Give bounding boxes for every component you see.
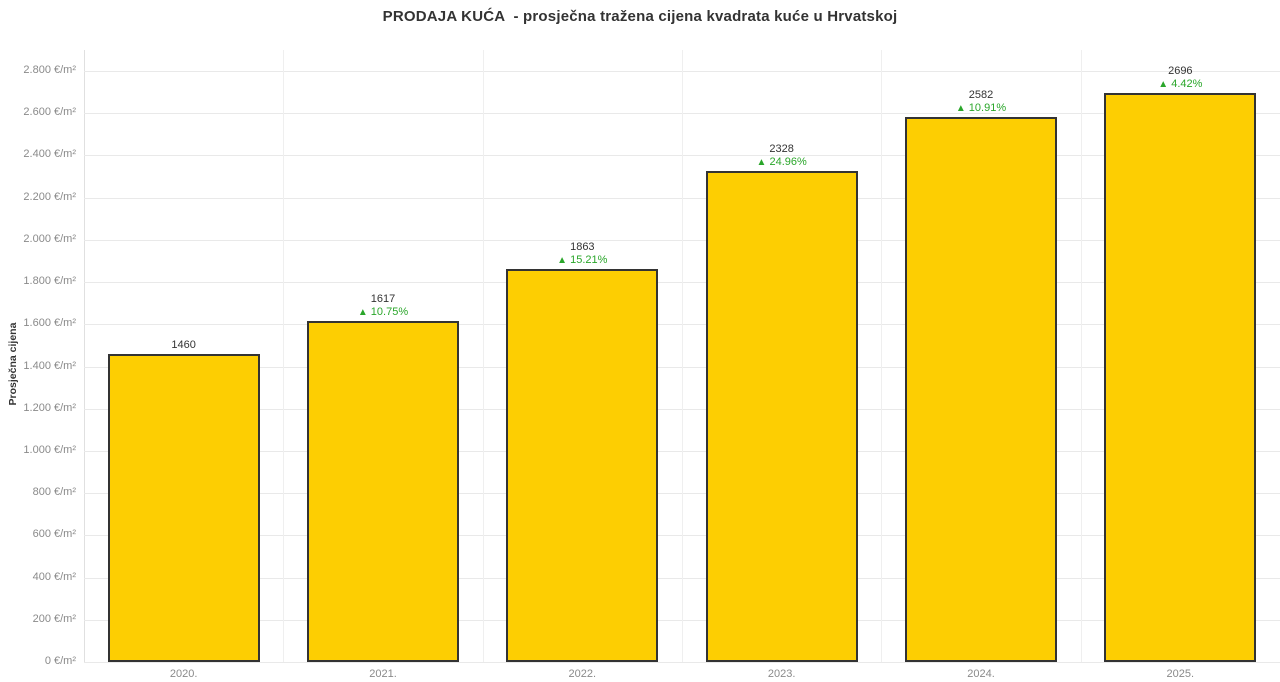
chart-title: PRODAJA KUĆA - prosječna tražena cijena … xyxy=(382,8,898,25)
y-tick-label-2400: 2.400 €/m² xyxy=(23,148,76,161)
up-triangle-icon: ▲ xyxy=(1158,78,1169,90)
x-tick-label-2024: 2024. xyxy=(967,668,995,680)
x-tick-label-2020: 2020. xyxy=(169,668,198,680)
pct-change-label-2022: ▲ 15.21% xyxy=(557,253,608,266)
x-tick-label-2021: 2021. xyxy=(369,668,397,680)
x-tick-label-2025: 2025. xyxy=(1166,668,1195,680)
bar-labels-2021: 1617 ▲ 10.75% xyxy=(283,293,482,319)
band-separator xyxy=(881,50,883,662)
bar-2023[interactable] xyxy=(705,170,858,662)
y-tick-label-1800: 1.800 €/m² xyxy=(23,275,76,288)
y-tick-label-1600: 1.600 €/m² xyxy=(23,317,76,330)
y-tick-label-800: 800 €/m² xyxy=(32,486,76,499)
y-tick-label-0: 0 €/m² xyxy=(44,655,76,667)
bar-labels-2020: 1460 xyxy=(84,339,283,352)
pct-change-label-2023: ▲ 24.96% xyxy=(756,155,807,168)
x-tick-label-2023: 2023. xyxy=(767,668,796,680)
bar-2025[interactable] xyxy=(1104,92,1257,662)
band-separator xyxy=(682,50,683,662)
bar-labels-2023: 2328 ▲ 24.96% xyxy=(682,143,881,169)
y-tick-label-400: 400 €/m² xyxy=(32,570,76,583)
y-tick-label-2000: 2.000 €/m² xyxy=(23,232,76,245)
bar-2021[interactable] xyxy=(307,320,459,662)
y-axis-line xyxy=(84,50,85,662)
y-tick-label-2600: 2.600 €/m² xyxy=(23,106,76,119)
up-triangle-icon: ▲ xyxy=(557,254,568,266)
bar-2022[interactable] xyxy=(506,268,659,662)
pct-change-label-2021: ▲ 10.75% xyxy=(357,305,409,318)
y-tick-label-2200: 2.200 €/m² xyxy=(23,190,76,203)
value-label-2021: 1617 xyxy=(370,292,396,305)
value-label-2022: 1863 xyxy=(570,240,595,253)
y-tick-label-200: 200 €/m² xyxy=(32,612,76,625)
bar-2020[interactable] xyxy=(107,353,260,662)
up-triangle-icon: ▲ xyxy=(756,156,767,168)
band-separator xyxy=(283,50,285,662)
value-label-2024: 2582 xyxy=(968,89,994,101)
bar-labels-2025: 2696 ▲ 4.42% xyxy=(1081,65,1280,91)
up-triangle-icon: ▲ xyxy=(357,306,368,318)
value-label-2025: 2696 xyxy=(1168,64,1193,77)
up-triangle-icon: ▲ xyxy=(955,103,966,114)
band-separator xyxy=(1080,50,1082,662)
bar-labels-2024: 2582 ▲ 10.91% xyxy=(881,89,1080,115)
y-tick-label-2800: 2.800 €/m² xyxy=(23,64,76,76)
y-tick-label-1400: 1.400 €/m² xyxy=(23,359,76,372)
pct-change-label-2025: ▲ 4.42% xyxy=(1158,77,1203,90)
gridline-0 xyxy=(84,662,1280,663)
bar-2024[interactable] xyxy=(905,117,1057,662)
y-tick-label-600: 600 €/m² xyxy=(32,528,76,541)
value-label-2020: 1460 xyxy=(171,338,196,351)
pct-change-label-2024: ▲ 10.91% xyxy=(955,102,1007,114)
value-label-2023: 2328 xyxy=(769,142,794,155)
band-separator xyxy=(482,50,484,662)
x-tick-label-2022: 2022. xyxy=(568,668,597,680)
bar-labels-2022: 1863 ▲ 15.21% xyxy=(483,241,682,267)
y-tick-label-1200: 1.200 €/m² xyxy=(23,401,76,414)
y-tick-label-1000: 1.000 €/m² xyxy=(23,443,76,456)
